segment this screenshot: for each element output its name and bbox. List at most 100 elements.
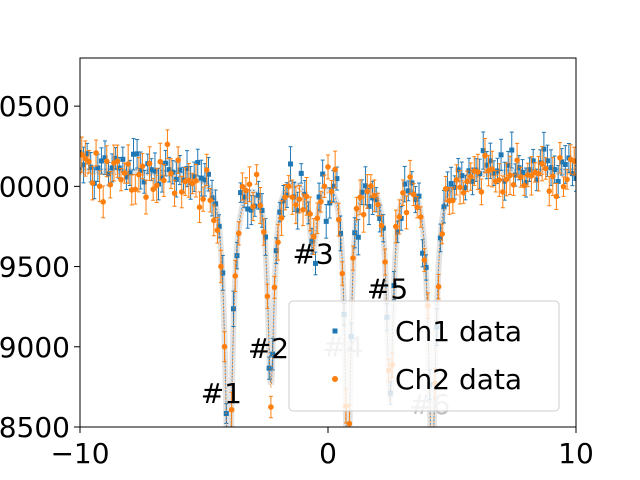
data-point [534,177,540,183]
dip-label: #3 [292,237,333,270]
data-point [325,164,331,170]
data-point [285,183,292,189]
data-point [527,167,533,173]
data-point [202,177,208,183]
data-point [238,190,244,196]
data-point [498,152,504,158]
data-point [227,472,232,477]
data-point [268,404,274,410]
data-point [417,214,424,220]
data-point [107,181,114,188]
data-point [120,156,126,162]
data-point [528,173,535,179]
data-point [541,146,547,152]
data-point [378,222,385,229]
data-point [484,162,490,168]
data-point [82,155,89,162]
data-point [239,183,246,190]
data-point [328,188,335,195]
data-point [195,160,201,166]
data-point [289,194,296,200]
data-point [293,202,299,208]
data-point [332,166,338,173]
data-point [178,189,185,195]
data-point [395,229,401,235]
series-fit-line [80,173,576,427]
data-point [139,163,146,169]
data-point [134,151,140,157]
data-point [352,230,358,236]
data-point [216,223,222,229]
data-point [359,189,365,195]
data-point [435,283,442,290]
y-tick-label: 9500 [0,251,70,284]
data-point [559,159,565,165]
data-point [313,260,319,266]
data-point [259,207,265,213]
data-point [260,229,267,235]
data-point [86,158,92,165]
data-point [467,173,474,180]
data-point [88,164,94,170]
data-point [482,152,488,159]
data-point [314,215,321,222]
data-point [316,194,322,200]
data-point [253,171,260,178]
data-point [546,188,553,194]
x-tick-label: 0 [319,437,337,470]
data-point [196,204,203,211]
y-tick-label: 9000 [0,331,70,364]
data-point [157,158,164,165]
data-point [136,171,142,178]
x-tick-label: 10 [558,437,594,470]
data-point [275,239,281,246]
data-point [377,216,383,222]
data-point [118,176,124,183]
data-point [103,158,110,165]
y-tick-label: 10500 [0,90,70,123]
data-point [334,176,340,182]
data-point [295,208,301,214]
data-point [460,189,467,196]
data-point [571,158,576,164]
data-point [131,151,137,157]
data-point [489,166,495,172]
data-point [278,215,285,221]
data-point [235,230,242,237]
data-point [193,177,199,184]
legend-label: Ch2 data [395,363,522,396]
data-point [296,196,303,202]
data-point [450,197,456,204]
data-point [555,178,561,184]
data-point [337,230,343,236]
data-point [98,158,104,164]
data-point [323,218,329,224]
data-point [221,343,228,350]
data-point [89,180,96,186]
legend-box [288,300,560,412]
data-point [184,166,190,172]
data-point [81,162,87,168]
legend: Ch1 data Ch2 data [288,300,560,412]
data-point [102,155,108,161]
data-point [396,214,403,220]
data-point [535,170,542,177]
data-point [232,273,239,279]
data-point [303,193,310,200]
data-point [519,170,525,176]
data-point [560,183,567,190]
data-point [382,259,388,265]
data-point [114,158,121,164]
data-point [218,263,224,270]
data-point [442,185,449,192]
data-point [421,257,428,263]
data-point [530,158,536,164]
data-point [132,186,139,193]
data-point [213,201,219,207]
data-point [93,150,99,156]
data-point [366,203,372,209]
data-point [550,173,556,180]
data-point [141,179,147,185]
data-point [412,197,418,203]
